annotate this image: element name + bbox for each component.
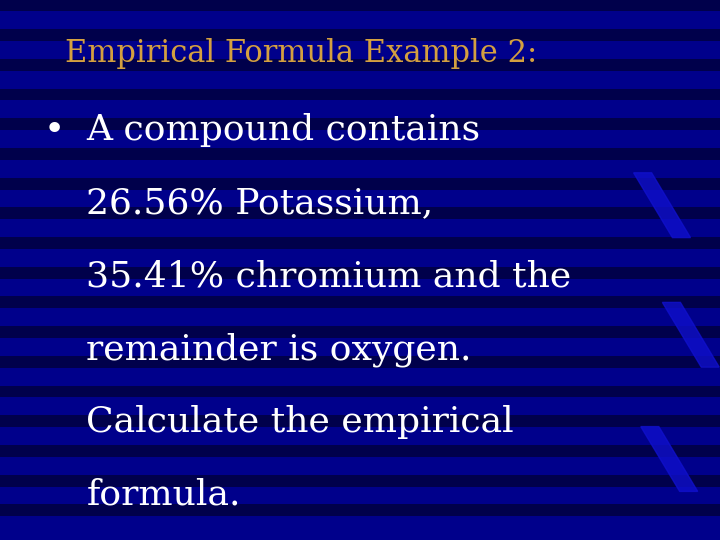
Bar	[0, 445, 720, 457]
Bar	[0, 237, 720, 249]
Bar	[0, 326, 720, 338]
Bar	[0, 178, 720, 190]
Bar	[0, 89, 720, 100]
Text: remainder is oxygen.: remainder is oxygen.	[86, 332, 472, 367]
Text: Calculate the empirical: Calculate the empirical	[86, 405, 514, 439]
Text: Empirical Formula Example 2:: Empirical Formula Example 2:	[65, 38, 537, 69]
Bar	[0, 356, 720, 368]
Text: formula.: formula.	[86, 478, 241, 512]
Bar	[0, 59, 720, 71]
Bar	[0, 386, 720, 397]
Bar	[0, 415, 720, 427]
Text: 35.41% chromium and the: 35.41% chromium and the	[86, 259, 572, 293]
Bar	[0, 118, 720, 130]
Bar	[0, 267, 720, 279]
Polygon shape	[634, 173, 690, 238]
Polygon shape	[662, 302, 719, 367]
Text: A compound contains: A compound contains	[86, 113, 480, 147]
Bar	[0, 207, 720, 219]
Bar	[0, 148, 720, 160]
Bar	[0, 296, 720, 308]
Polygon shape	[641, 427, 698, 491]
Text: 26.56% Potassium,: 26.56% Potassium,	[86, 186, 433, 220]
Bar	[0, 504, 720, 516]
Bar	[0, 475, 720, 487]
Text: •: •	[43, 113, 65, 147]
Bar	[0, 0, 720, 11]
Bar	[0, 29, 720, 41]
